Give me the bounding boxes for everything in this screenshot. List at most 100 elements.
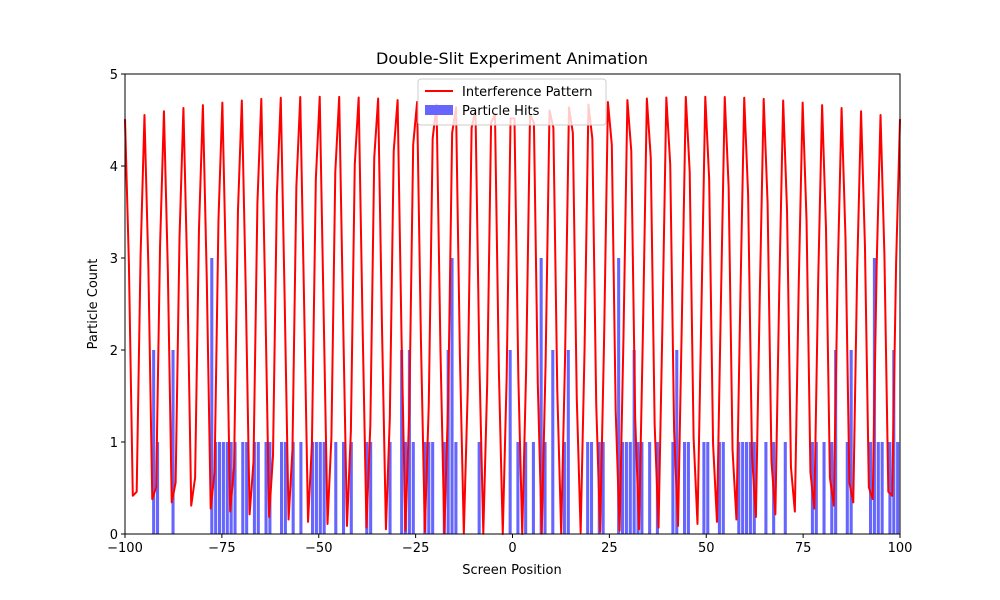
particle-hit-bar (369, 442, 373, 534)
particle-hit-bar (814, 442, 818, 534)
particle-hit-bar (427, 442, 431, 534)
y-tick-label: 0 (110, 528, 118, 543)
particle-hit-bar (400, 350, 404, 534)
particle-hit-bar (446, 350, 450, 534)
particle-hit-bar (896, 442, 900, 534)
particle-hit-bar (229, 442, 233, 534)
y-tick-label: 3 (110, 252, 118, 267)
particle-hit-bar (245, 442, 249, 534)
particle-hit-bar (411, 442, 415, 534)
particle-hit-bar (450, 258, 454, 534)
particle-hit-bar (524, 442, 528, 534)
particle-hit-bar (283, 442, 287, 534)
x-axis-ticks: −100 −75 −50 −25 0 25 50 75 100 (107, 534, 912, 556)
particle-hit-bar (675, 350, 679, 534)
particle-hit-bar (252, 442, 256, 534)
particle-hit-bar (543, 442, 547, 534)
legend-label-bars: Particle Hits (462, 104, 540, 119)
chart-title: Double-Slit Experiment Animation (376, 49, 648, 68)
particle-hit-bar (601, 442, 605, 534)
x-tick-label: 50 (698, 541, 715, 556)
legend-bar-swatch (425, 105, 453, 115)
x-tick-label: −100 (107, 541, 143, 556)
particle-hit-bar (822, 442, 826, 534)
x-tick-label: −50 (305, 541, 332, 556)
particle-hit-bar (156, 442, 160, 534)
particle-hit-bar (241, 442, 245, 534)
x-tick-label: 100 (888, 541, 913, 556)
particle-hit-bar (628, 442, 632, 534)
legend-box (417, 78, 607, 126)
particle-hit-bar (880, 442, 884, 534)
particle-hit-bar (888, 442, 892, 534)
particle-hit-bar (214, 442, 218, 534)
particle-hit-bar (516, 442, 520, 534)
particle-hit-bar (280, 442, 284, 534)
x-tick-label: −75 (208, 541, 235, 556)
particle-hit-bar (171, 350, 175, 534)
particle-hit-bar (551, 350, 555, 534)
particle-hit-bar (342, 442, 346, 534)
particle-hit-bar (745, 442, 749, 534)
y-tick-label: 2 (110, 344, 118, 359)
y-tick-label: 4 (110, 160, 118, 175)
particle-hit-bar (702, 442, 706, 534)
particle-hit-bar (256, 442, 260, 534)
particle-hit-bar (737, 442, 741, 534)
particle-hit-bar (764, 442, 768, 534)
particle-hit-bar (299, 442, 303, 534)
particle-hit-bar (477, 442, 481, 534)
x-axis-label: Screen Position (462, 563, 561, 578)
particle-hit-bar (210, 258, 214, 534)
particle-hit-bar (322, 442, 326, 534)
particle-hit-bar (721, 442, 725, 534)
x-tick-label: 25 (601, 541, 618, 556)
y-axis-label: Particle Count (86, 259, 101, 350)
particle-hit-bar (617, 258, 621, 534)
y-tick-label: 1 (110, 436, 118, 451)
particle-hit-bar (431, 442, 435, 534)
particle-hit-bar (671, 442, 675, 534)
particle-hit-bar (388, 442, 392, 534)
particle-hit-bar (741, 442, 745, 534)
particle-hit-bar (783, 442, 787, 534)
particle-hit-bar (586, 442, 590, 534)
particle-hit-bar (291, 442, 295, 534)
particle-hit-bar (365, 442, 369, 534)
particle-hit-bar (717, 442, 721, 534)
particle-hit-bar (314, 442, 318, 534)
particle-hit-bar (686, 442, 690, 534)
legend: Interference Pattern Particle Hits (417, 78, 607, 126)
particle-hit-bar (706, 442, 710, 534)
particle-hit-bar (566, 350, 570, 534)
particle-hit-bar (233, 442, 237, 534)
particle-hit-bar (876, 442, 880, 534)
particle-hit-bar (869, 442, 873, 534)
y-tick-label: 5 (110, 68, 118, 83)
particle-hit-bar (849, 350, 853, 534)
particle-hit-bar (683, 442, 687, 534)
particle-hit-bar (632, 350, 636, 534)
x-tick-label: −25 (402, 541, 429, 556)
particle-hit-bar (264, 442, 268, 534)
particle-hit-bar (218, 442, 222, 534)
particle-hit-bar (225, 442, 229, 534)
particle-hit-bar (531, 442, 535, 534)
particle-hit-bar (349, 442, 353, 534)
particle-hit-bar (508, 350, 512, 534)
particle-hit-bar (268, 442, 272, 534)
particle-hit-bar (407, 350, 411, 534)
particle-hit-bar (539, 258, 543, 534)
particle-hit-bar (640, 442, 644, 534)
particle-hit-bar (590, 442, 594, 534)
particle-hit-bar (748, 442, 752, 534)
x-tick-label: 0 (508, 541, 516, 556)
particle-hit-bar (152, 350, 156, 534)
particle-hit-bar (311, 442, 315, 534)
particle-hit-bar (318, 442, 322, 534)
particle-hit-bar (562, 442, 566, 534)
y-axis-ticks: 0 1 2 3 4 5 (110, 68, 125, 543)
particle-hit-bar (624, 442, 628, 534)
